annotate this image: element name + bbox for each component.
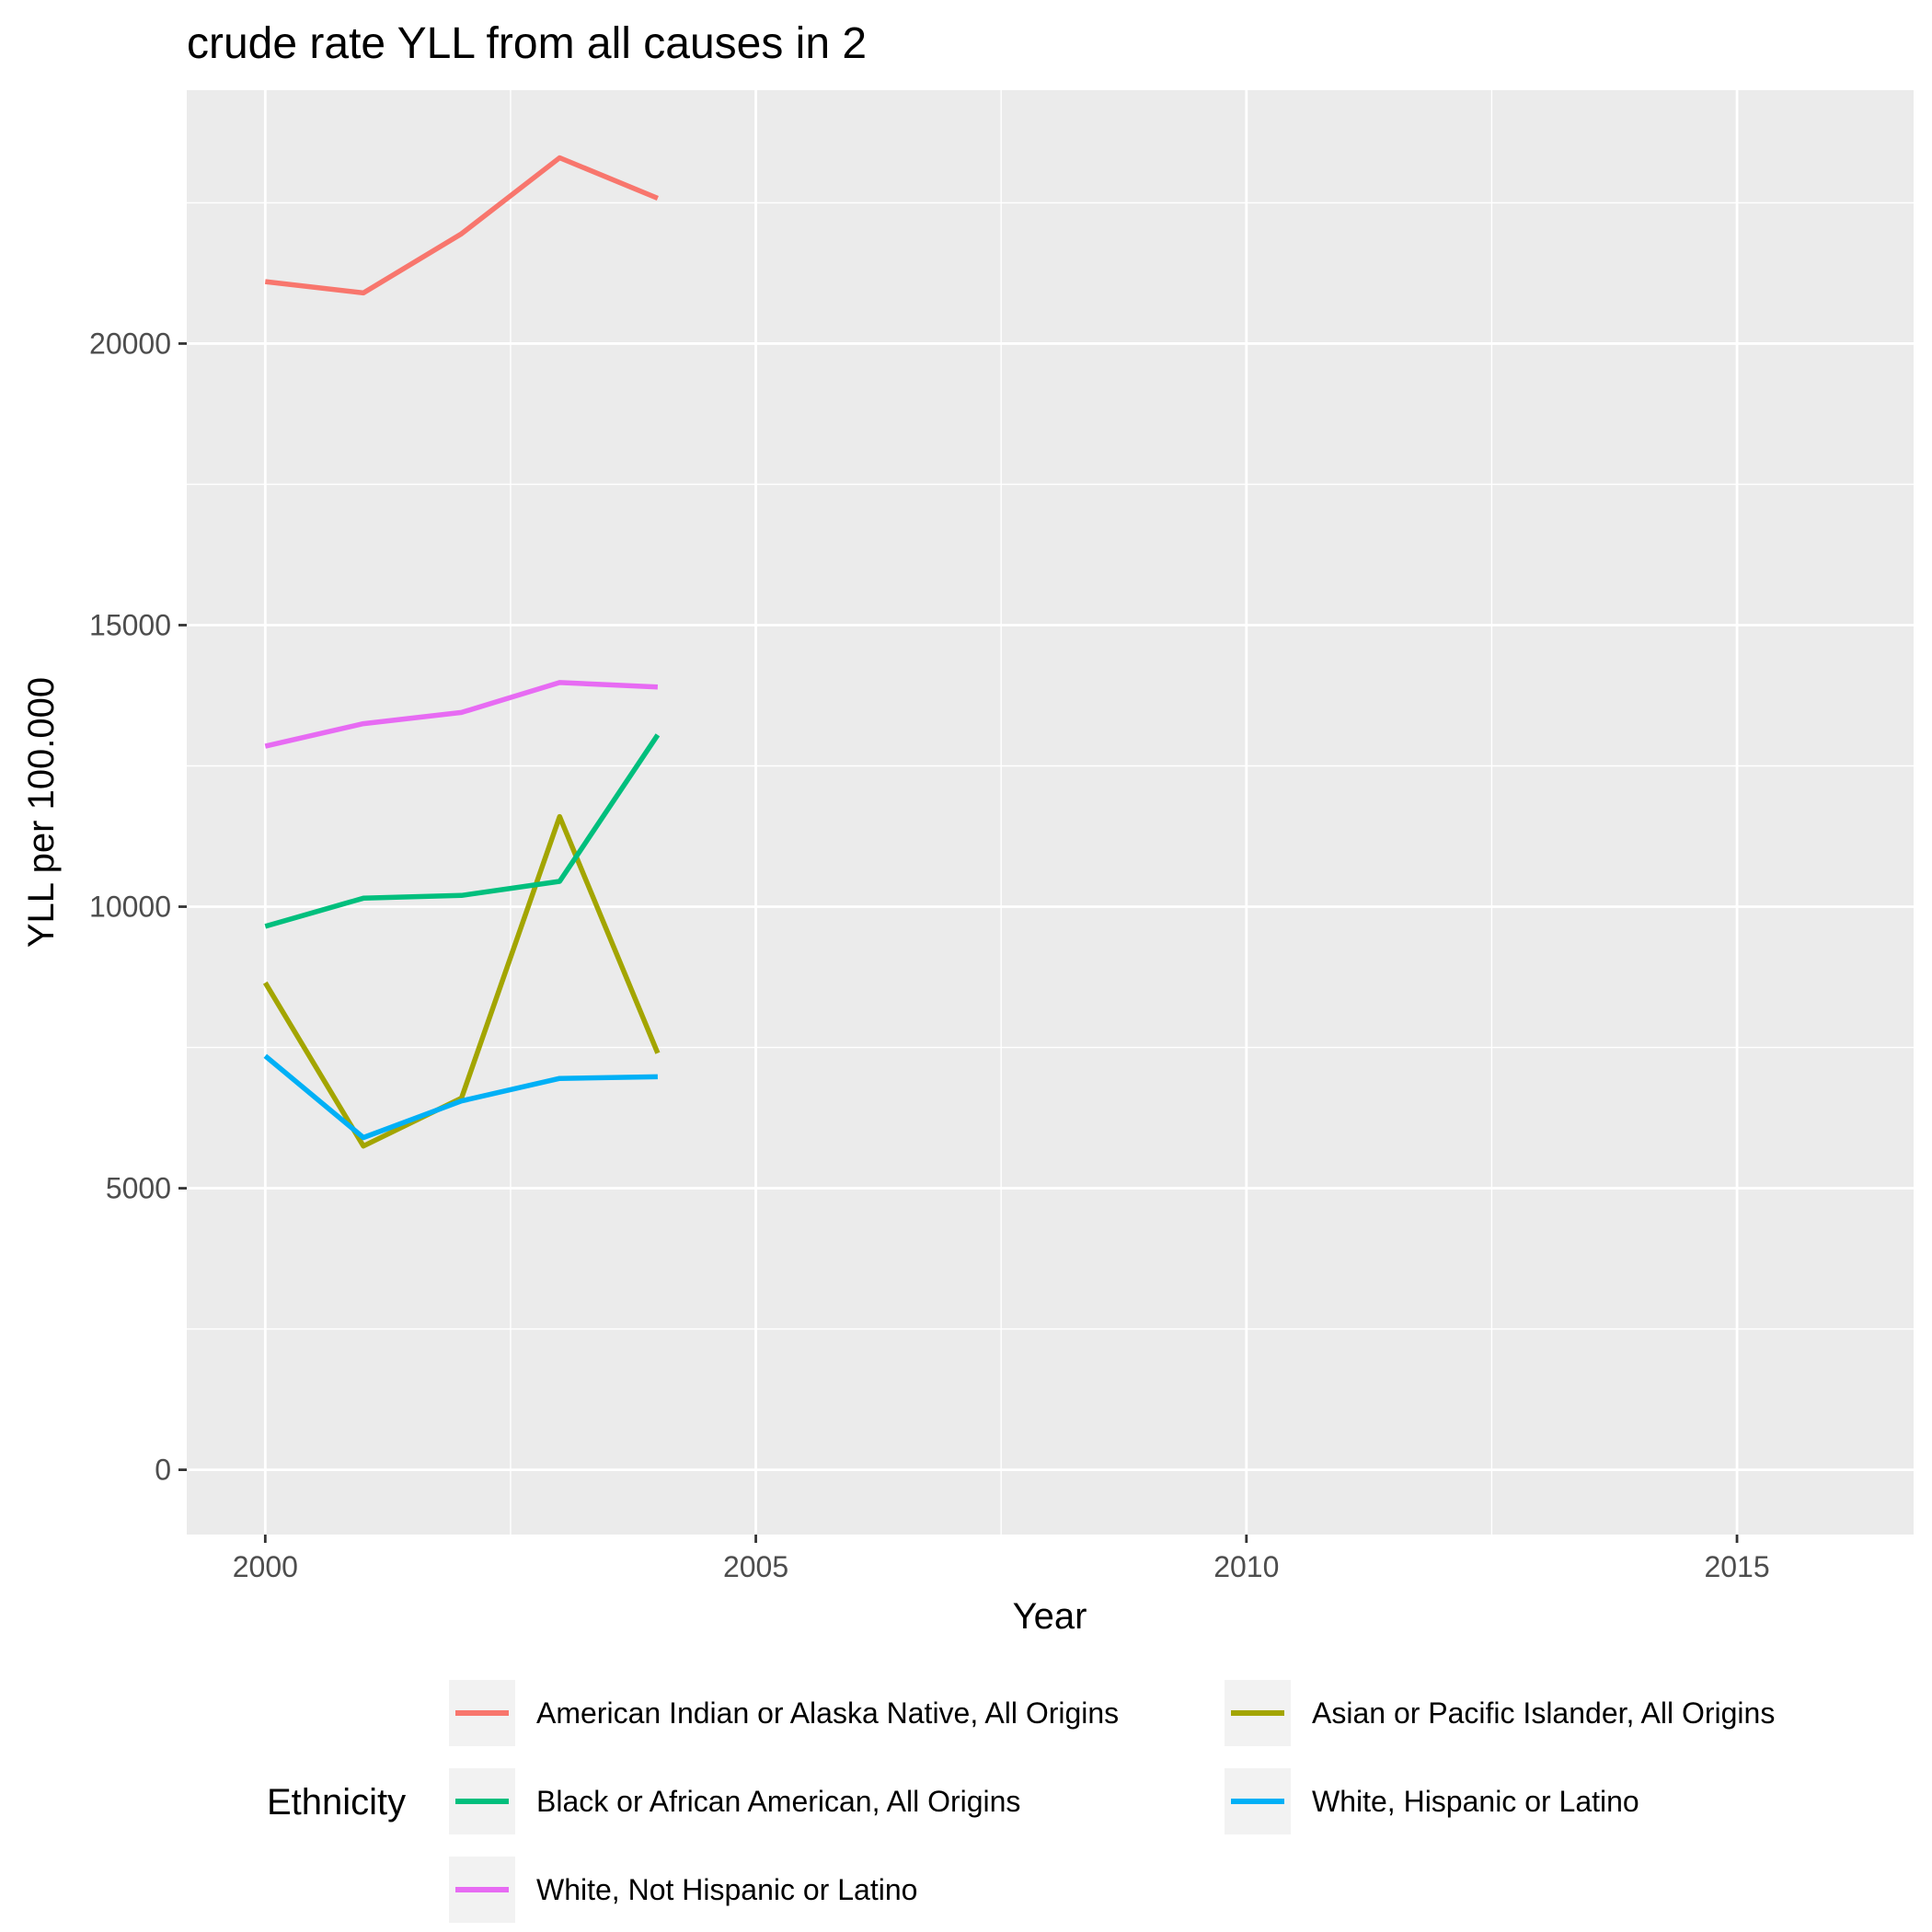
y-tick-label: 5000 (106, 1172, 171, 1205)
y-tick-label: 10000 (89, 891, 171, 924)
major-gridlines (187, 90, 1914, 1535)
y-tick-label: 20000 (89, 327, 171, 360)
series-line (264, 155, 659, 296)
series-lines (262, 155, 661, 1149)
legend-label: White, Hispanic or Latino (1312, 1785, 1639, 1818)
chart-title: crude rate YLL from all causes in 2 (187, 19, 867, 68)
legend-label: White, Not Hispanic or Latino (536, 1873, 917, 1906)
x-tick-label: 2000 (233, 1550, 298, 1583)
y-axis-title: YLL per 100.000 (21, 677, 62, 948)
minor-gridlines (187, 90, 1914, 1535)
legend: Ethnicity American Indian or Alaska Nati… (267, 1680, 1775, 1923)
y-tick-label: 0 (155, 1454, 171, 1487)
legend-label: American Indian or Alaska Native, All Or… (536, 1696, 1119, 1730)
y-tick-label: 15000 (89, 608, 171, 641)
x-tick-label: 2005 (723, 1550, 788, 1583)
x-axis-title: Year (1013, 1596, 1087, 1637)
series-line (264, 680, 659, 749)
x-axis-ticks: 2000 2005 2010 2015 (233, 1535, 1770, 1583)
y-axis-ticks: 0 5000 10000 15000 20000 (89, 327, 187, 1487)
series-line (264, 733, 661, 929)
series-line (263, 1053, 658, 1141)
legend-label: Asian or Pacific Islander, All Origins (1312, 1696, 1775, 1730)
legend-label: Black or African American, All Origins (536, 1785, 1020, 1818)
x-tick-label: 2010 (1213, 1550, 1279, 1583)
series-line (262, 813, 661, 1149)
plot-panel (187, 90, 1914, 1535)
legend-title: Ethnicity (267, 1782, 406, 1823)
x-tick-label: 2015 (1704, 1550, 1769, 1583)
